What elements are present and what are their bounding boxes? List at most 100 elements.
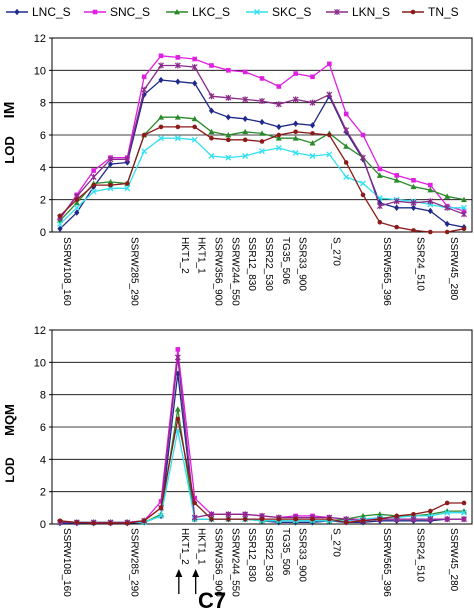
SNC_S-point	[175, 55, 181, 60]
LKC_S-point	[107, 178, 114, 185]
LNC_S-point	[57, 225, 63, 232]
x-tick-label: SSR22_530	[263, 528, 274, 582]
LKN_S-point	[191, 64, 198, 71]
legend-TN_S-point	[410, 9, 416, 15]
y-ticks: 0 2 4 6 8 10 12	[34, 33, 52, 239]
series-TN_S	[57, 416, 467, 526]
x-tick-label: S_270	[330, 528, 341, 557]
marker-arrows	[175, 569, 200, 594]
y-label-method: IM	[1, 102, 18, 119]
LNC_S-point	[208, 107, 215, 114]
series-SNC_S	[57, 53, 467, 222]
LKC_S-point	[292, 135, 299, 141]
TN_S-point	[74, 520, 80, 525]
SKC_S-point	[225, 154, 232, 161]
LKC_S-point	[393, 177, 400, 183]
SKC_S-point	[208, 153, 215, 159]
x-tick-label: HKT1_2	[179, 528, 190, 565]
LNC_S-point	[107, 160, 114, 168]
SKC_S-point	[343, 174, 350, 180]
LNC_S-point	[225, 114, 231, 121]
y-label-lod: LOD	[3, 457, 17, 483]
LKN_S-point	[393, 198, 400, 205]
x-tick-label: S_270	[330, 237, 341, 266]
TN_S-point	[394, 513, 399, 519]
legend-label: LNC_S	[32, 5, 71, 19]
y-label-lod: LOD	[2, 136, 17, 163]
SNC_S-point	[310, 74, 315, 80]
legend-LKN_S-point	[334, 9, 340, 15]
TN_S-point	[327, 516, 332, 522]
LKC_S-point	[343, 143, 350, 149]
x-tick-label: SSRW285_290	[128, 528, 139, 597]
y-tick-label: 4	[40, 454, 46, 466]
x-tick-label: HKT1_1	[196, 528, 207, 565]
LNC_S-point	[309, 122, 316, 129]
LKC_S-point	[309, 140, 316, 146]
LKC_S-point	[242, 128, 249, 135]
TN_S-point	[377, 516, 383, 522]
x-tick-label: SSRW356_900	[213, 237, 224, 306]
LNC_S-point	[158, 76, 164, 84]
TN_S-point	[276, 132, 282, 138]
series-group	[57, 53, 467, 235]
x-tick-label: SSRW565_396	[381, 237, 392, 306]
LKN_S-point	[444, 204, 451, 211]
TN_S-point	[209, 516, 214, 522]
SKC_S-point	[158, 512, 164, 519]
x-tick-label: SSRW244_550	[229, 528, 240, 597]
SNC_S-point	[192, 495, 197, 501]
TN_S-point	[444, 229, 450, 235]
TN_S-point	[444, 500, 450, 506]
y-tick-label: 12	[34, 33, 46, 45]
LNC_S-point	[427, 207, 433, 215]
LKN_S-point	[174, 354, 181, 361]
legend-item: LNC_S	[6, 5, 71, 19]
LNC_S-point	[293, 120, 299, 127]
series-LNC_S	[57, 370, 467, 527]
SKC_S-point	[444, 509, 451, 516]
SKC_S-point	[158, 135, 164, 142]
series-SKC_S	[57, 135, 467, 227]
chromosome-caption: C7	[198, 588, 226, 613]
LKN_S-point	[90, 174, 97, 181]
LKN_S-point	[242, 511, 249, 518]
legend-label: SKC_S	[272, 5, 311, 19]
y-tick-label: 10	[34, 357, 46, 369]
y-tick-label: 2	[40, 487, 46, 499]
LKN_S-point	[376, 203, 383, 210]
TN_S-point	[242, 516, 248, 522]
series-SKC_S	[57, 427, 467, 526]
series-LKN_S	[57, 354, 467, 526]
LKC_S-point	[259, 130, 265, 136]
LNC_S-point	[259, 118, 265, 126]
x-tick-label: SSR33_900	[297, 528, 308, 582]
LKC_S-point	[225, 132, 232, 138]
SNC_S-point	[192, 56, 197, 62]
x-tick-label: SSRW285_290	[128, 237, 139, 306]
series-line	[60, 373, 464, 524]
SKC_S-point	[360, 180, 366, 187]
SNC_S-point	[461, 208, 467, 214]
LKN_S-point	[124, 156, 131, 163]
LKN_S-point	[242, 96, 249, 103]
TN_S-point	[293, 129, 298, 135]
x-tick-label: SSRW45_280	[448, 528, 459, 592]
SNC_S-point	[259, 76, 265, 81]
x-tick-label: SSR24_510	[415, 528, 426, 582]
TN_S-point	[276, 516, 282, 522]
LKC_S-point	[158, 114, 164, 120]
legend-SNC_S-point	[92, 9, 98, 15]
TN_S-point	[57, 213, 63, 219]
TN_S-point	[125, 181, 130, 186]
legend-LKC_S-point	[174, 9, 180, 15]
legend-SKC_S-point	[254, 9, 260, 15]
series-LKC_S	[57, 406, 467, 525]
SNC_S-point	[209, 63, 214, 68]
TN_S-point	[343, 160, 349, 165]
series-line	[60, 430, 464, 524]
TN_S-point	[377, 220, 383, 225]
LKN_S-point	[343, 127, 350, 134]
LKN_S-point	[225, 511, 232, 518]
series-LKC_S	[57, 114, 467, 224]
